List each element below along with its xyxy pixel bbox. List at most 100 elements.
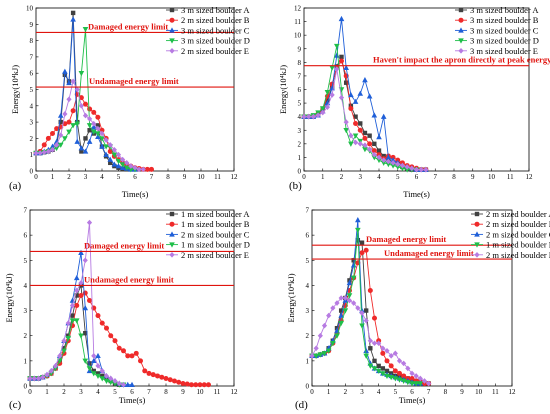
data-point — [417, 375, 423, 382]
data-point — [66, 79, 72, 86]
data-point — [53, 145, 60, 152]
panel-label: (d) — [295, 399, 308, 411]
x-tick-label: 0 — [302, 173, 306, 181]
y-tick-label: 7 — [298, 72, 302, 80]
data-point — [167, 377, 173, 383]
data-point — [86, 138, 93, 144]
data-point — [348, 141, 354, 147]
data-point — [87, 298, 92, 304]
data-point — [388, 353, 394, 359]
data-point — [385, 154, 392, 160]
legend: 3 m sized boulder A3 m sized boulder B3 … — [455, 5, 539, 56]
x-tick-label: 10 — [197, 388, 205, 396]
data-point — [176, 379, 182, 385]
data-point — [343, 80, 349, 85]
data-point — [108, 375, 114, 382]
data-point — [82, 26, 89, 33]
data-point — [58, 132, 64, 138]
legend-marker — [169, 242, 175, 248]
data-point — [33, 150, 39, 156]
data-point — [107, 142, 113, 148]
data-point — [104, 325, 109, 331]
data-point — [54, 126, 60, 132]
data-point — [363, 317, 369, 324]
data-point — [321, 351, 328, 357]
data-point — [57, 142, 64, 148]
data-point — [362, 147, 368, 153]
data-point — [61, 348, 67, 354]
x-tick-label: 1 — [45, 388, 49, 396]
data-point — [87, 116, 93, 122]
data-point — [144, 166, 150, 172]
data-point — [41, 149, 47, 156]
data-point — [380, 371, 386, 377]
data-point — [348, 106, 354, 112]
data-point — [367, 141, 373, 147]
chart-panel-4: 0 1 2 3 4 5 6 7 8 9 10 11 1201234567Time(s)Energy(10… — [286, 207, 550, 412]
data-point — [115, 151, 122, 158]
data-point — [348, 91, 354, 98]
data-point — [372, 358, 377, 364]
x-tick-label: 5 — [394, 388, 398, 396]
data-point — [359, 310, 365, 316]
x-tick-label: 4 — [96, 388, 100, 396]
data-point — [159, 374, 165, 380]
x-tick-label: 0 — [310, 388, 314, 396]
data-point — [57, 353, 63, 359]
data-point — [421, 378, 428, 384]
y-tick-label: 3 — [298, 127, 302, 135]
y-tick-label: 4 — [24, 282, 28, 290]
data-point — [405, 365, 411, 372]
data-point — [78, 145, 85, 151]
data-point — [380, 350, 386, 356]
data-point — [99, 136, 105, 142]
data-point — [338, 308, 344, 313]
data-point — [313, 345, 319, 352]
data-point — [324, 90, 331, 96]
y-tick-label: 6 — [298, 86, 302, 94]
legend: 2 m sized boulder A2 m sized boulder B2 … — [471, 209, 550, 260]
x-tick-label: 2 — [67, 173, 71, 181]
data-point — [381, 157, 387, 163]
data-point — [390, 157, 396, 163]
data-point — [45, 135, 51, 141]
legend-entry: 3 m sized boulder A — [181, 5, 250, 15]
y-tick-label: 8 — [298, 59, 302, 67]
y-tick-label: 10 — [26, 5, 34, 13]
y-tick-label: 8 — [30, 37, 34, 45]
x-axis-label: Time(s) — [122, 189, 149, 199]
data-point — [82, 290, 88, 296]
legend-marker — [169, 231, 175, 237]
data-point — [91, 353, 97, 359]
data-point — [325, 348, 332, 354]
data-point — [390, 160, 396, 166]
data-point — [346, 279, 353, 286]
legend-entry: 3 m sized boulder D — [470, 36, 539, 46]
data-point — [355, 227, 361, 234]
legend-entry: 1 m sized boulder D — [486, 240, 550, 250]
data-point — [413, 381, 419, 387]
data-point — [413, 373, 419, 379]
data-point — [358, 121, 363, 126]
data-point — [45, 148, 51, 155]
data-point — [384, 368, 390, 374]
data-point — [132, 164, 138, 171]
legend-marker — [458, 48, 464, 54]
data-point — [334, 300, 340, 306]
reference-line-label: Undamaged energy limit — [84, 274, 174, 284]
data-point — [315, 112, 321, 119]
data-point — [330, 341, 336, 347]
x-tick-label: 9 — [460, 388, 464, 396]
data-point — [103, 151, 109, 157]
data-point — [334, 66, 340, 72]
data-point — [409, 165, 415, 172]
y-axis-label: Energy(10⁴kJ) — [278, 65, 288, 114]
chart-panel-3: 0 1 2 3 4 5 6 7 8 9 10 11 1201234567Time(s)Energy(10… — [4, 207, 250, 412]
series-e — [309, 295, 432, 387]
legend-entry: 2 m sized boulder B — [486, 219, 550, 229]
x-tick-label: 6 — [415, 173, 419, 181]
data-point — [197, 382, 203, 388]
data-point — [138, 358, 143, 364]
data-point — [338, 312, 344, 318]
data-point — [343, 119, 349, 125]
